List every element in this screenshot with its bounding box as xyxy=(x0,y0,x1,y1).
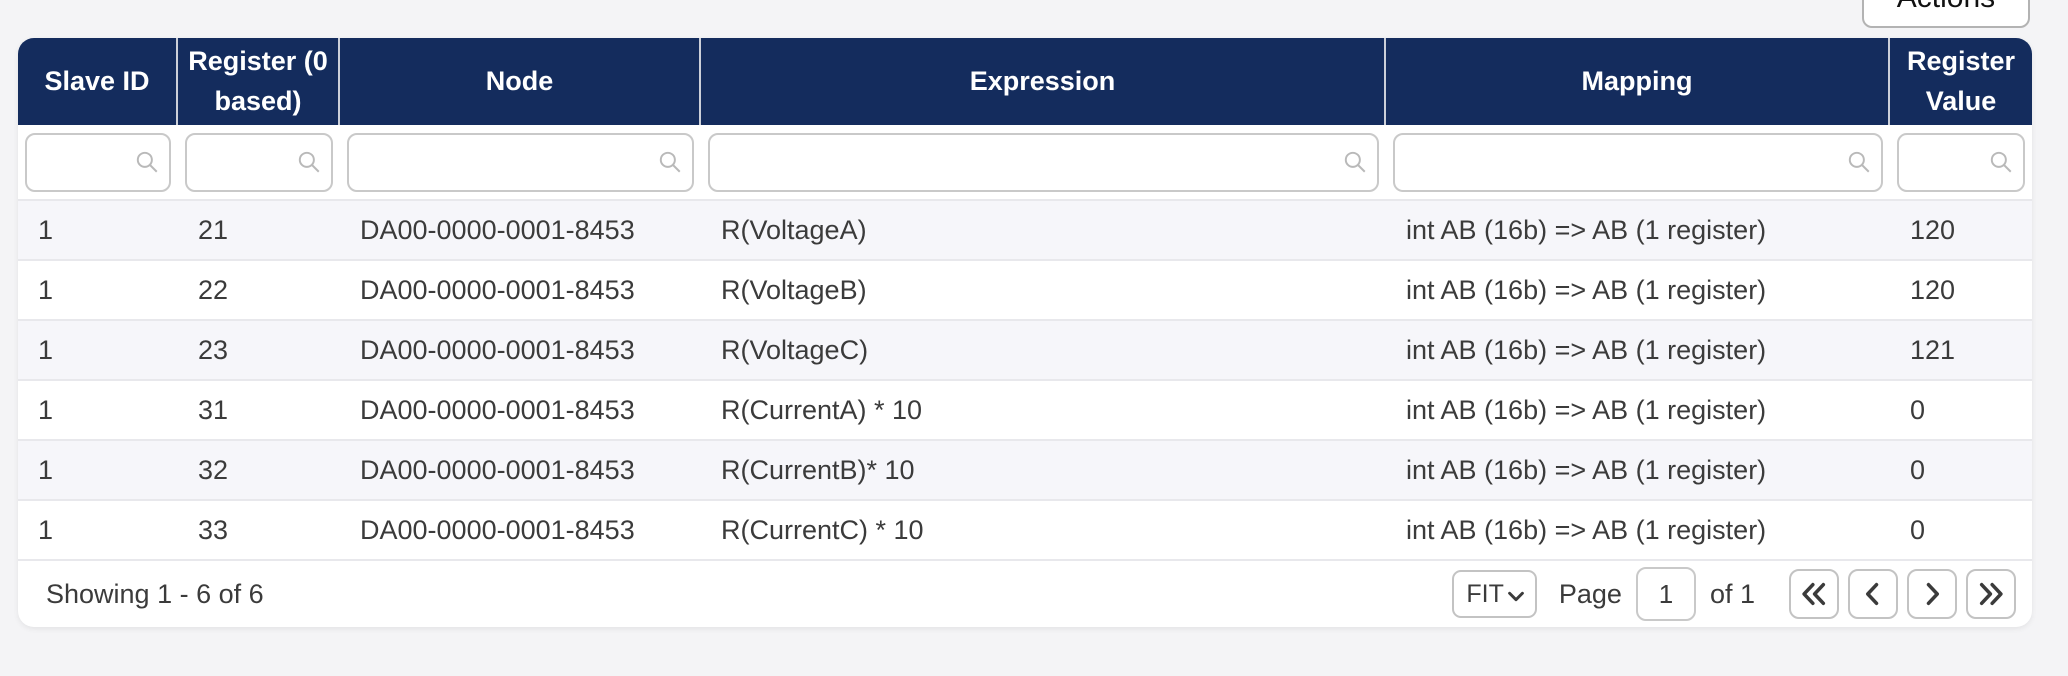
cell-register: 33 xyxy=(198,514,229,545)
double-chevron-left-icon xyxy=(1802,582,1826,606)
cell-expression: R(CurrentA) * 10 xyxy=(721,394,923,425)
cell-node: DA00-0000-0001-8453 xyxy=(360,394,635,425)
table-row[interactable]: 1 33 DA00-0000-0001-8453 R(CurrentC) * 1… xyxy=(18,499,2032,559)
table-footer: Showing 1 - 6 of 6 FIT Page of 1 xyxy=(18,559,2032,627)
cell-slave-id: 1 xyxy=(38,394,54,425)
next-page-button[interactable] xyxy=(1907,569,1957,619)
cell-slave-id: 1 xyxy=(38,454,54,485)
filter-cell-mapping xyxy=(1386,125,1890,199)
table-row[interactable]: 1 32 DA00-0000-0001-8453 R(CurrentB)* 10… xyxy=(18,439,2032,499)
page-number-input[interactable] xyxy=(1635,567,1696,621)
table-row[interactable]: 1 23 DA00-0000-0001-8453 R(VoltageC) int… xyxy=(18,319,2032,379)
cell-node: DA00-0000-0001-8453 xyxy=(360,274,635,305)
cell-mapping: int AB (16b) => AB (1 register) xyxy=(1406,214,1767,245)
table-row[interactable]: 1 21 DA00-0000-0001-8453 R(VoltageA) int… xyxy=(18,199,2032,259)
filter-cell-slave-id xyxy=(18,125,178,199)
filter-input-register[interactable] xyxy=(185,133,333,192)
cell-register-value: 120 xyxy=(1910,214,1956,245)
first-page-button[interactable] xyxy=(1789,569,1839,619)
page-of-label: of 1 xyxy=(1709,578,1755,609)
filter-cell-node xyxy=(340,125,701,199)
cell-register: 31 xyxy=(198,394,229,425)
cell-register-value: 121 xyxy=(1910,334,1956,365)
filter-cell-register xyxy=(178,125,340,199)
column-header-expression: Expression xyxy=(701,38,1386,125)
filter-cell-expression xyxy=(701,125,1386,199)
cell-mapping: int AB (16b) => AB (1 register) xyxy=(1406,334,1767,365)
cell-expression: R(CurrentB)* 10 xyxy=(721,454,915,485)
table-row[interactable]: 1 31 DA00-0000-0001-8453 R(CurrentA) * 1… xyxy=(18,379,2032,439)
cell-register-value: 0 xyxy=(1910,454,1926,485)
cell-mapping: int AB (16b) => AB (1 register) xyxy=(1406,394,1767,425)
filter-cell-register-value xyxy=(1890,125,2032,199)
cell-register: 22 xyxy=(198,274,229,305)
chevron-down-icon xyxy=(1508,591,1524,602)
cell-slave-id: 1 xyxy=(38,274,54,305)
page-label: Page xyxy=(1558,578,1622,609)
cell-node: DA00-0000-0001-8453 xyxy=(360,334,635,365)
cell-expression: R(VoltageA) xyxy=(721,214,867,245)
filter-input-slave-id[interactable] xyxy=(25,133,171,192)
filter-input-mapping[interactable] xyxy=(1393,133,1883,192)
column-header-register-value: Register Value xyxy=(1906,46,2016,116)
table-row[interactable]: 1 22 DA00-0000-0001-8453 R(VoltageB) int… xyxy=(18,259,2032,319)
cell-node: DA00-0000-0001-8453 xyxy=(360,214,635,245)
double-chevron-right-icon xyxy=(1979,582,2003,606)
filter-input-node[interactable] xyxy=(347,133,694,192)
page-size-select[interactable]: FIT xyxy=(1452,570,1537,618)
previous-page-button[interactable] xyxy=(1848,569,1898,619)
cell-register-value: 120 xyxy=(1910,274,1956,305)
column-header-node: Node xyxy=(340,38,701,125)
column-header-mapping: Mapping xyxy=(1386,38,1890,125)
cell-slave-id: 1 xyxy=(38,514,54,545)
last-page-button[interactable] xyxy=(1966,569,2016,619)
cell-register: 21 xyxy=(198,214,229,245)
cell-mapping: int AB (16b) => AB (1 register) xyxy=(1406,274,1767,305)
showing-count-text: Showing 1 - 6 of 6 xyxy=(46,578,264,609)
register-mapping-table: Slave ID Register (0 based) Node Express… xyxy=(18,38,2032,627)
filter-input-expression[interactable] xyxy=(708,133,1379,192)
cell-expression: R(CurrentC) * 10 xyxy=(721,514,924,545)
column-header-register: Register (0 based) xyxy=(178,38,340,125)
column-header-slave-id: Slave ID xyxy=(18,38,178,125)
table-header-row: Slave ID Register (0 based) Node Express… xyxy=(18,38,2032,125)
chevron-right-icon xyxy=(1926,582,1939,606)
cell-node: DA00-0000-0001-8453 xyxy=(360,454,635,485)
cell-slave-id: 1 xyxy=(38,334,54,365)
cell-mapping: int AB (16b) => AB (1 register) xyxy=(1406,514,1767,545)
cell-slave-id: 1 xyxy=(38,214,54,245)
actions-button[interactable]: Actions xyxy=(1862,0,2030,28)
pagination-controls: FIT Page of 1 xyxy=(1452,567,2016,621)
cell-node: DA00-0000-0001-8453 xyxy=(360,514,635,545)
cell-register: 23 xyxy=(198,334,229,365)
filter-input-register-value[interactable] xyxy=(1897,133,2025,192)
chevron-left-icon xyxy=(1866,582,1879,606)
cell-register-value: 0 xyxy=(1910,394,1926,425)
cell-expression: R(VoltageC) xyxy=(721,334,869,365)
cell-mapping: int AB (16b) => AB (1 register) xyxy=(1406,454,1767,485)
page-size-value: FIT xyxy=(1466,579,1504,608)
cell-register-value: 0 xyxy=(1910,514,1926,545)
cell-expression: R(VoltageB) xyxy=(721,274,867,305)
table-filter-row xyxy=(18,125,2032,199)
cell-register: 32 xyxy=(198,454,229,485)
